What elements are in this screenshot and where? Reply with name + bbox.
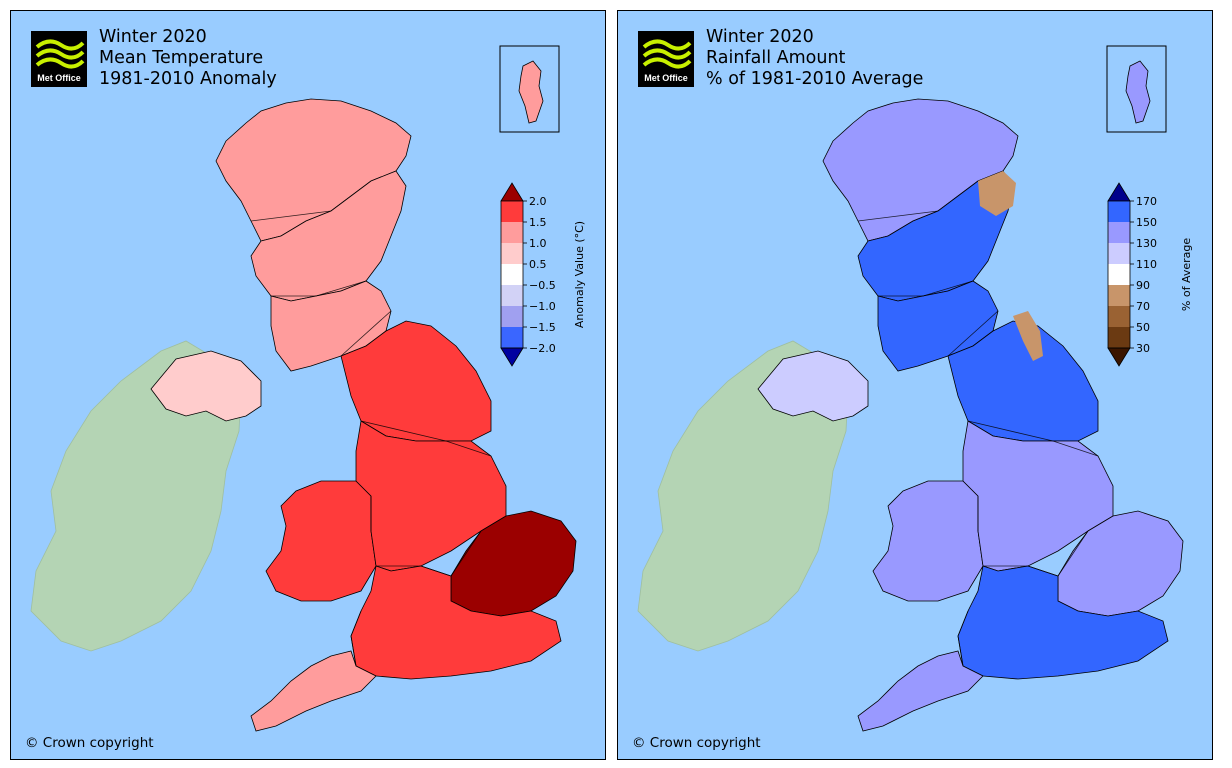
legend-swatch: [501, 306, 523, 327]
legend-swatch: [501, 264, 523, 285]
title-line-2: Mean Temperature: [99, 48, 264, 68]
color-legend: 170 150 130 110 90 70 50 30 % of Average: [1107, 182, 1193, 367]
title-line-1: Winter 2020: [706, 27, 814, 47]
legend-swatch: [501, 285, 523, 306]
legend-tick-label: −0.5: [529, 279, 556, 292]
copyright-notice: © Crown copyright: [632, 735, 761, 751]
copyright-notice: © Crown copyright: [25, 735, 154, 751]
dry-patch-northeast-scotland: [978, 171, 1016, 216]
legend-tick-label: 0.5: [529, 258, 547, 271]
met-office-logo: Met Office: [638, 31, 694, 87]
region-boundaries: [250, 210, 492, 667]
title-line-2: Rainfall Amount: [706, 48, 846, 68]
legend-arrow-top: [1107, 182, 1131, 202]
legend-swatch: [1108, 327, 1130, 348]
region-northern-ireland: [757, 350, 869, 422]
legend-swatch: [1108, 222, 1130, 243]
rainfall-amount-panel: Met Office Winter 2020 Rainfall Amount %…: [617, 10, 1213, 760]
legend-swatch: [1108, 264, 1130, 285]
legend-swatch: [1108, 306, 1130, 327]
legend-tick-label: −1.5: [529, 321, 556, 334]
legend-tick-label: 70: [1136, 300, 1150, 313]
legend-swatch: [501, 327, 523, 348]
legend-tick-label: 170: [1136, 195, 1157, 208]
logo-text: Met Office: [37, 73, 81, 83]
met-office-logo: Met Office: [31, 31, 87, 87]
temperature-anomaly-panel: Met Office Winter 2020 Mean Temperature …: [10, 10, 606, 760]
shetland-inset-frame: [1106, 45, 1167, 133]
region-southwest: [250, 650, 377, 732]
legend-tick-label: 150: [1136, 216, 1157, 229]
legend-tick-label: 2.0: [529, 195, 547, 208]
shetland-inset-frame: [499, 45, 560, 133]
map-title: Winter 2020 Rainfall Amount % of 1981-20…: [706, 27, 923, 90]
rainfall-map: [618, 11, 1212, 759]
legend-tick-label: 1.0: [529, 237, 547, 250]
temperature-map: [11, 11, 605, 759]
title-line-1: Winter 2020: [99, 27, 207, 47]
legend-frame: [500, 200, 524, 349]
region-northern-ireland: [150, 350, 262, 422]
legend-frame: [1107, 200, 1131, 349]
region-england-midlands: [962, 420, 1114, 572]
legend-tick-label: −2.0: [529, 342, 556, 355]
legend-tick-label: 110: [1136, 258, 1157, 271]
legend-swatch: [501, 201, 523, 222]
legend-tick-label: 1.5: [529, 216, 547, 229]
legend-axis-label: % of Average: [1180, 238, 1193, 311]
legend-tick-label: −1.0: [529, 300, 556, 313]
legend-swatch: [1108, 243, 1130, 264]
legend-tick-label: 130: [1136, 237, 1157, 250]
legend-swatch: [1108, 201, 1130, 222]
region-boundaries: [857, 210, 1099, 667]
legend-arrow-top: [500, 182, 524, 202]
legend-swatch: [1108, 285, 1130, 306]
legend-axis-label: Anomaly Value (°C): [573, 221, 586, 328]
legend-arrow-bottom: [1107, 347, 1131, 367]
map-title: Winter 2020 Mean Temperature 1981-2010 A…: [99, 27, 277, 90]
region-shetland: [1125, 60, 1151, 124]
legend-swatch: [501, 243, 523, 264]
region-southwest: [857, 650, 984, 732]
logo-text: Met Office: [644, 73, 688, 83]
dry-patch-northeast-england: [1013, 311, 1043, 361]
region-shetland: [518, 60, 544, 124]
legend-tick-label: 30: [1136, 342, 1150, 355]
legend-arrow-bottom: [500, 347, 524, 367]
legend-tick-label: 90: [1136, 279, 1150, 292]
legend-swatch: [501, 222, 523, 243]
color-legend: 2.0 1.5 1.0 0.5 −0.5 −1.0 −1.5 −2.0 Anomaly Valu…: [500, 182, 586, 367]
title-line-3: % of 1981-2010 Average: [706, 69, 924, 89]
title-line-3: 1981-2010 Anomaly: [99, 69, 277, 89]
legend-tick-label: 50: [1136, 321, 1150, 334]
region-england-midlands: [355, 420, 507, 572]
